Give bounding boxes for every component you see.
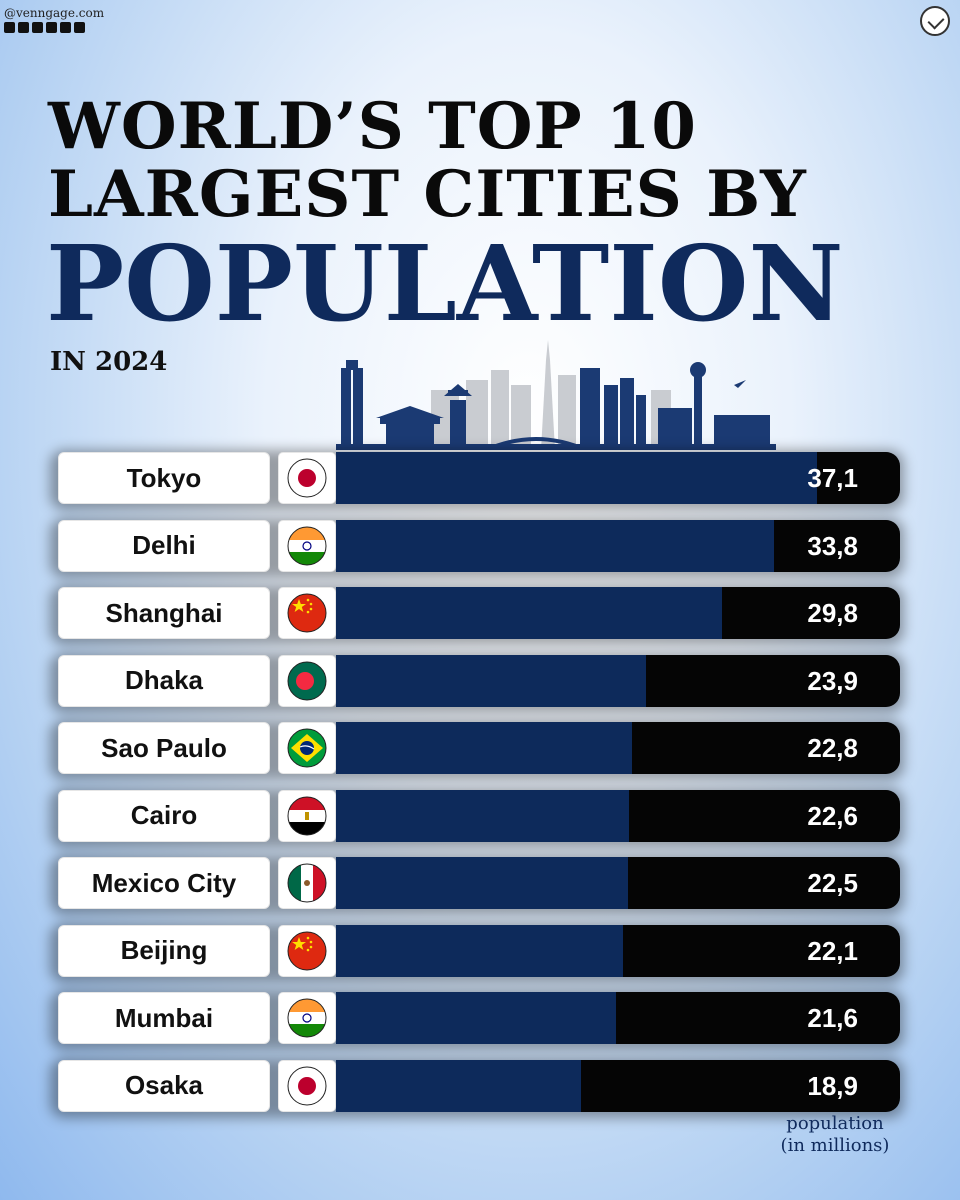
bar-track: 21,6 — [336, 992, 900, 1044]
bar-track: 22,1 — [336, 924, 900, 977]
city-label: Sao Paulo — [58, 722, 270, 774]
bar-track: 22,6 — [336, 789, 900, 842]
city-label: Mumbai — [58, 992, 270, 1044]
bar-track: 22,5 — [336, 857, 900, 909]
bar-osaka — [336, 1059, 582, 1112]
bar-value-label: 22,5 — [807, 868, 858, 898]
bar-value-label: 37,1 — [807, 463, 858, 493]
bar-row-dhaka: Dhaka 23,9 — [50, 652, 904, 713]
china-flag-icon — [278, 587, 336, 639]
bar-delhi — [336, 519, 775, 572]
bar-tokyo — [336, 452, 818, 504]
bar-track: 23,9 — [336, 654, 900, 707]
bar-cairo — [336, 789, 630, 842]
pinterest-icon — [74, 22, 85, 33]
bar-sao-paulo — [336, 722, 632, 774]
instagram-icon — [18, 22, 29, 33]
bar-row-shanghai: Shanghai 29,8 — [50, 585, 904, 645]
bar-row-osaka: Osaka 18,9 — [50, 1057, 904, 1118]
title-line-2: LARGEST CITIES BY — [48, 157, 807, 232]
bar-value-label: 29,8 — [807, 598, 858, 628]
bar-value-label: 18,9 — [807, 1070, 858, 1101]
bar-track: 29,8 — [336, 587, 900, 639]
bar-value-label: 33,8 — [807, 530, 858, 561]
brazil-flag-icon — [278, 722, 336, 774]
city-label: Dhaka — [58, 654, 270, 707]
bar-shanghai — [336, 587, 723, 639]
x-icon — [46, 22, 57, 33]
bar-value-label: 22,6 — [807, 800, 858, 831]
japan-flag-icon — [278, 1059, 336, 1112]
city-label: Cairo — [58, 789, 270, 842]
china-flag-icon — [278, 924, 336, 977]
unit-label-line-2: (in millions) — [780, 1135, 890, 1156]
bar-row-sao-paulo: Sao Paulo 22,8 — [50, 720, 904, 780]
brand-handle: @venngage.com — [4, 6, 105, 20]
bar-mumbai — [336, 992, 617, 1044]
city-label: Tokyo — [58, 452, 270, 504]
venngage-logo-icon — [920, 6, 950, 36]
brand: @venngage.com — [4, 6, 104, 33]
bar-value-label: 22,8 — [807, 733, 858, 763]
title-line-1: WORLD’S TOP 10 — [48, 89, 697, 164]
social-icons — [4, 22, 104, 33]
bar-row-cairo: Cairo 22,6 — [50, 787, 904, 848]
india-flag-icon — [278, 992, 336, 1044]
bar-track: 18,9 — [336, 1059, 900, 1112]
mexico-flag-icon — [278, 857, 336, 909]
tiktok-icon — [60, 22, 71, 33]
bar-beijing — [336, 924, 623, 977]
bar-row-mumbai: Mumbai 21,6 — [50, 990, 904, 1050]
youtube-icon — [4, 22, 15, 33]
city-skyline-illustration — [336, 340, 776, 450]
bar-row-delhi: Delhi 33,8 — [50, 517, 904, 578]
bar-mexico-city — [336, 857, 628, 909]
bar-value-label: 23,9 — [807, 665, 858, 696]
unit-label: population (in millions) — [760, 1113, 910, 1157]
bar-track: 22,8 — [336, 722, 900, 774]
unit-label-line-1: population — [786, 1113, 884, 1134]
bar-row-tokyo: Tokyo 37,1 — [50, 450, 904, 510]
city-label: Shanghai — [58, 587, 270, 639]
bar-value-label: 22,1 — [807, 935, 858, 966]
city-label: Mexico City — [58, 857, 270, 909]
title-line-3: POPULATION — [46, 222, 844, 345]
city-label: Osaka — [58, 1059, 270, 1112]
bar-track: 37,1 — [336, 452, 900, 504]
bar-dhaka — [336, 654, 646, 707]
bar-row-mexico-city: Mexico City 22,5 — [50, 855, 904, 915]
india-flag-icon — [278, 519, 336, 572]
linkedin-icon — [32, 22, 43, 33]
japan-flag-icon — [278, 452, 336, 504]
bar-track: 33,8 — [336, 519, 900, 572]
bangladesh-flag-icon — [278, 654, 336, 707]
bar-row-beijing: Beijing 22,1 — [50, 922, 904, 983]
egypt-flag-icon — [278, 789, 336, 842]
city-label: Beijing — [58, 924, 270, 977]
bar-value-label: 21,6 — [807, 1003, 858, 1033]
city-label: Delhi — [58, 519, 270, 572]
subtitle: IN 2024 — [50, 347, 168, 377]
